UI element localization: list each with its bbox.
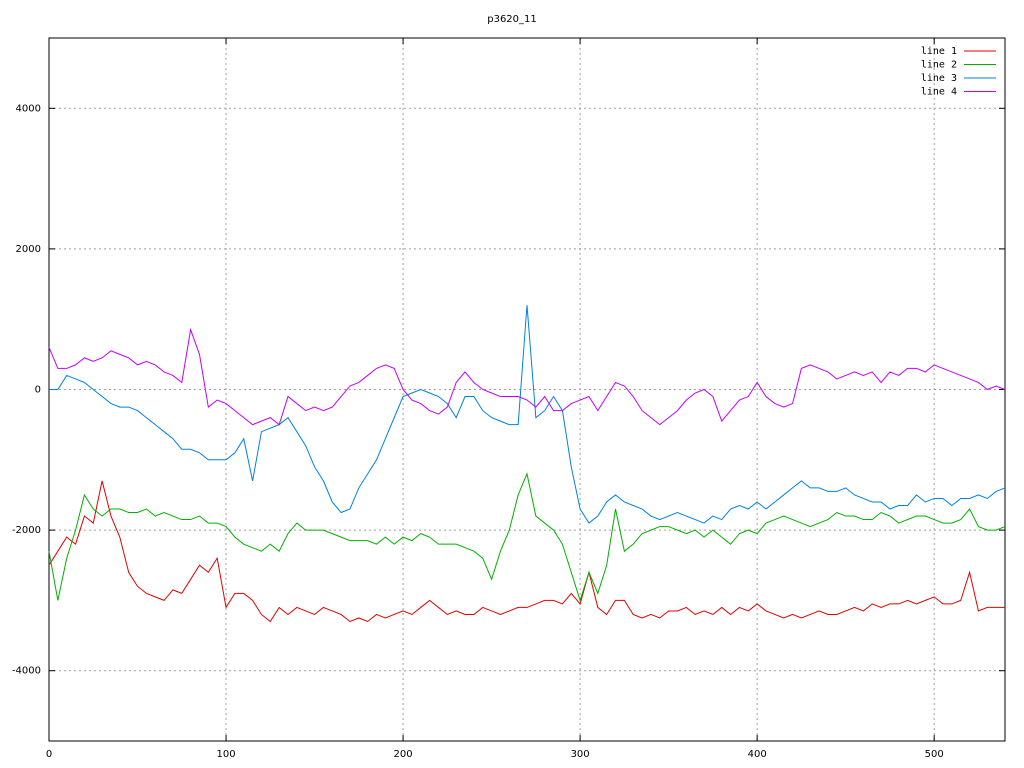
x-tick-label: 0 [46,749,52,760]
series-line [48,480,1005,623]
series-line [49,305,1006,524]
y-tick-label: -4000 [12,666,41,677]
x-tick-label: 500 [925,749,944,760]
series-line [48,327,1006,426]
chart-title: p3620_11 [487,14,537,25]
plot-border [48,37,1006,742]
x-tick-label: 400 [748,749,767,760]
legend-label: line 4 [921,87,957,98]
legend-label: line 3 [921,73,957,84]
x-tick-label: 200 [394,749,413,760]
y-tick-label: -2000 [12,525,41,536]
legend-label: line 1 [921,46,957,57]
legend-label: line 2 [921,60,957,71]
series-line [48,472,1006,603]
y-tick-label: 0 [35,385,41,396]
y-tick-label: 4000 [16,103,41,114]
y-tick-label: 2000 [16,244,41,255]
x-tick-label: 300 [571,749,590,760]
x-tick-label: 100 [216,749,235,760]
